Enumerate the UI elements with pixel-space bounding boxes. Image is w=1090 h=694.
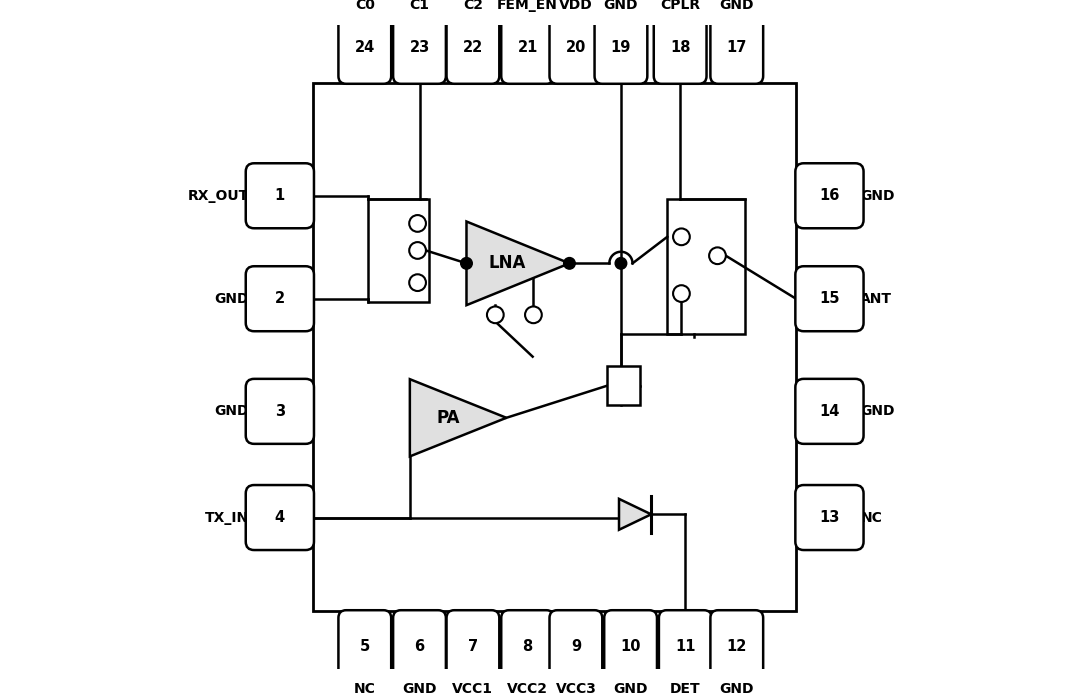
Circle shape [461, 257, 472, 269]
Text: 5: 5 [360, 638, 370, 654]
Circle shape [487, 307, 504, 323]
FancyBboxPatch shape [501, 610, 554, 682]
Text: NC: NC [860, 511, 882, 525]
Text: 6: 6 [414, 638, 425, 654]
Text: 7: 7 [468, 638, 479, 654]
Text: 9: 9 [571, 638, 581, 654]
Text: FEM_EN: FEM_EN [497, 0, 558, 12]
FancyBboxPatch shape [393, 610, 446, 682]
Text: VCC1: VCC1 [452, 682, 494, 694]
Circle shape [409, 274, 426, 291]
Text: DET: DET [670, 682, 701, 694]
Bar [667, 199, 744, 334]
Circle shape [409, 242, 426, 259]
Text: TX_IN: TX_IN [205, 511, 249, 525]
Text: VDD: VDD [559, 0, 593, 12]
Text: 23: 23 [410, 40, 429, 56]
Circle shape [710, 247, 726, 264]
Text: GND: GND [719, 682, 754, 694]
Circle shape [564, 257, 576, 269]
Bar [607, 366, 640, 405]
Circle shape [525, 307, 542, 323]
Text: ANT: ANT [860, 291, 893, 306]
Text: NC: NC [354, 682, 376, 694]
FancyBboxPatch shape [711, 12, 763, 84]
Text: C2: C2 [463, 0, 483, 12]
Text: 4: 4 [275, 510, 284, 525]
Circle shape [615, 257, 627, 269]
Text: 3: 3 [275, 404, 284, 419]
Text: GND: GND [215, 291, 249, 306]
FancyBboxPatch shape [245, 266, 314, 331]
Text: PA: PA [437, 409, 460, 427]
Text: GND: GND [215, 405, 249, 418]
Polygon shape [467, 221, 569, 305]
FancyBboxPatch shape [447, 12, 499, 84]
FancyBboxPatch shape [501, 12, 554, 84]
Circle shape [673, 285, 690, 302]
Text: 16: 16 [820, 188, 839, 203]
FancyBboxPatch shape [245, 163, 314, 228]
Circle shape [409, 215, 426, 232]
Text: 8: 8 [522, 638, 533, 654]
Text: GND: GND [860, 405, 895, 418]
Circle shape [673, 228, 690, 245]
FancyBboxPatch shape [549, 12, 603, 84]
Bar [313, 83, 796, 611]
Text: GND: GND [860, 189, 895, 203]
FancyBboxPatch shape [447, 610, 499, 682]
Text: RX_OUT: RX_OUT [187, 189, 249, 203]
Text: 24: 24 [354, 40, 375, 56]
FancyBboxPatch shape [796, 485, 863, 550]
Text: 21: 21 [518, 40, 537, 56]
Text: GND: GND [719, 0, 754, 12]
Text: 10: 10 [620, 638, 641, 654]
Text: GND: GND [604, 0, 638, 12]
Text: 19: 19 [610, 40, 631, 56]
Text: GND: GND [402, 682, 437, 694]
Text: C0: C0 [355, 0, 375, 12]
FancyBboxPatch shape [654, 12, 706, 84]
Text: VCC3: VCC3 [556, 682, 596, 694]
FancyBboxPatch shape [796, 266, 863, 331]
Text: C1: C1 [410, 0, 429, 12]
FancyBboxPatch shape [338, 12, 391, 84]
Text: LNA: LNA [489, 254, 526, 272]
FancyBboxPatch shape [393, 12, 446, 84]
Polygon shape [619, 499, 651, 530]
Text: 13: 13 [820, 510, 839, 525]
FancyBboxPatch shape [594, 12, 647, 84]
Text: 22: 22 [463, 40, 483, 56]
FancyBboxPatch shape [549, 610, 603, 682]
FancyBboxPatch shape [796, 379, 863, 444]
Bar [368, 199, 429, 302]
Text: 1: 1 [275, 188, 284, 203]
Polygon shape [410, 379, 507, 457]
FancyBboxPatch shape [604, 610, 657, 682]
FancyBboxPatch shape [711, 610, 763, 682]
Text: 2: 2 [275, 291, 284, 306]
Text: 15: 15 [820, 291, 839, 306]
Text: GND: GND [614, 682, 647, 694]
FancyBboxPatch shape [245, 485, 314, 550]
Text: VCC2: VCC2 [507, 682, 548, 694]
FancyBboxPatch shape [338, 610, 391, 682]
Text: 17: 17 [727, 40, 747, 56]
Text: 14: 14 [820, 404, 839, 419]
Text: CPLR: CPLR [661, 0, 700, 12]
Text: 12: 12 [727, 638, 747, 654]
FancyBboxPatch shape [245, 379, 314, 444]
Text: 11: 11 [675, 638, 695, 654]
FancyBboxPatch shape [659, 610, 712, 682]
FancyBboxPatch shape [796, 163, 863, 228]
Text: 18: 18 [670, 40, 690, 56]
Text: 20: 20 [566, 40, 586, 56]
